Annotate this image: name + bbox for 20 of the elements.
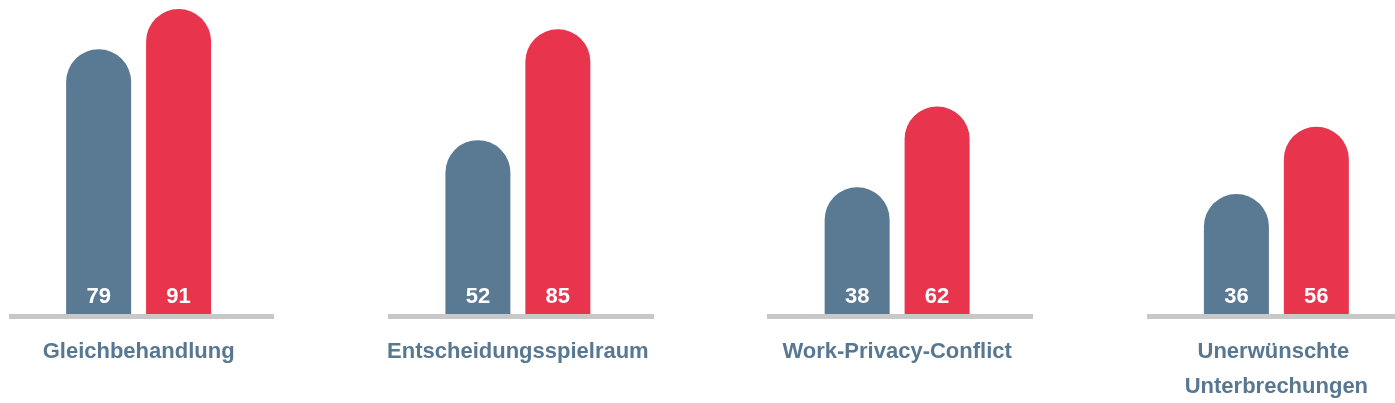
bar [1203,193,1269,315]
data-label: 52 [465,282,491,308]
bar [66,49,132,315]
data-label: 62 [924,282,950,308]
bar [904,106,970,315]
bar [525,29,591,315]
data-label: 36 [1224,282,1249,308]
bar [146,9,212,315]
x-tick-label: Work-Privacy-Conflict [782,338,1013,363]
x-tick-label: Unerwünschte Unterbrechungen [1184,338,1369,398]
data-label: 79 [86,282,111,308]
data-label: 56 [1304,282,1329,308]
data-label: 91 [166,282,191,308]
data-label: 38 [844,282,870,308]
x-tick-label: Gleichbehandlung [42,338,235,363]
data-label: 85 [545,282,571,308]
bar [824,187,890,315]
bar [445,140,511,315]
bar [1283,126,1349,315]
x-tick-label: Entscheidungsspielraum [387,338,649,363]
